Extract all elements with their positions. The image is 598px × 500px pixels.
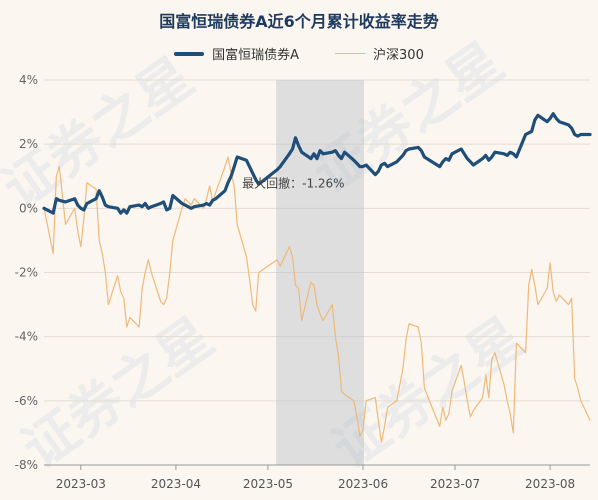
y-tick-label: -2% <box>15 266 38 280</box>
max-drawdown-annotation: 最大回撤：-1.26% <box>242 175 344 190</box>
y-tick-label: -8% <box>15 458 38 472</box>
legend-swatch-fund <box>174 51 205 56</box>
chart-title: 国富恒瑞债券A近6个月累计收益率走势 <box>159 12 439 31</box>
y-tick-label: 0% <box>19 201 38 215</box>
legend-label-index: 沪深300 <box>373 48 424 63</box>
legend-swatch-index <box>335 53 366 54</box>
x-tick-label: 2023-08 <box>525 477 575 491</box>
y-tick-label: 2% <box>19 137 38 151</box>
x-tick-label: 2023-04 <box>151 477 201 491</box>
y-tick-label: 4% <box>19 73 38 87</box>
x-tick-label: 2023-03 <box>56 477 106 491</box>
series-line-index <box>43 156 591 444</box>
y-tick-label: -4% <box>15 330 38 344</box>
chart-legend: 国富恒瑞债券A 沪深300 <box>0 44 598 63</box>
svg-text:证券之星: 证券之星 <box>11 305 224 480</box>
legend-item-fund[interactable]: 国富恒瑞债券A <box>174 44 299 63</box>
legend-item-index[interactable]: 沪深300 <box>335 44 424 63</box>
x-tick-label: 2023-07 <box>430 477 480 491</box>
watermark: 证券之星 证券之星 证券之星 证券之星 <box>0 30 534 480</box>
series-line-fund <box>42 112 592 215</box>
max-drawdown-span <box>276 80 365 465</box>
y-tick-label: -6% <box>15 394 38 408</box>
x-tick-label: 2023-05 <box>243 477 293 491</box>
legend-label-fund: 国富恒瑞债券A <box>212 48 300 63</box>
x-tick-label: 2023-06 <box>338 477 388 491</box>
